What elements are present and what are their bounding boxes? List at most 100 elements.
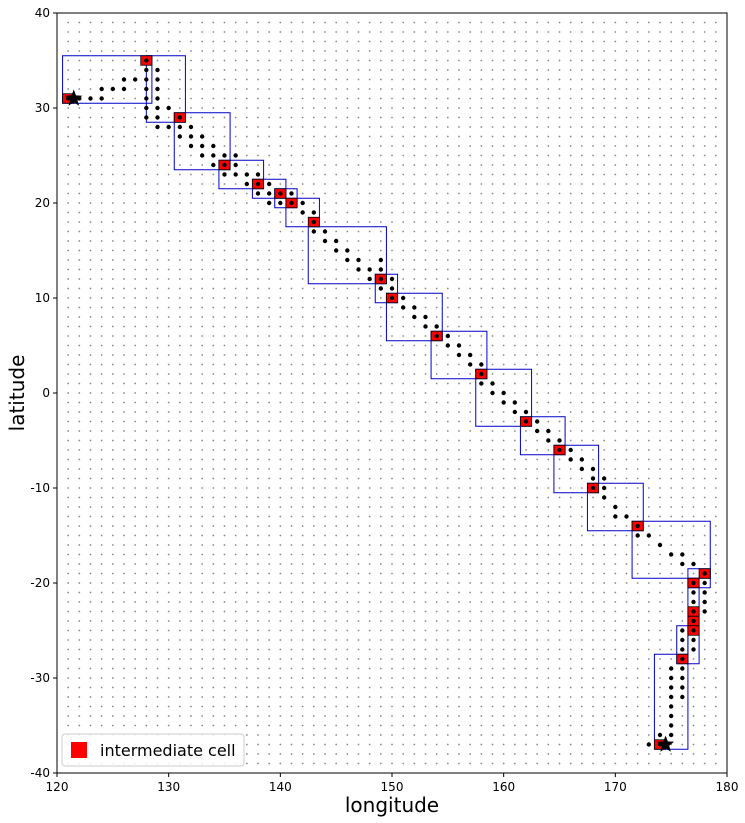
grid-dot	[391, 21, 393, 24]
grid-dot	[636, 648, 639, 651]
grid-dot	[301, 287, 304, 290]
grid-dot	[558, 734, 561, 736]
grid-dot	[201, 629, 204, 632]
grid-dot	[558, 31, 561, 33]
grid-dot	[212, 591, 215, 594]
grid-dot	[290, 40, 293, 43]
grid-dot	[402, 667, 405, 670]
grid-dot	[100, 382, 103, 385]
grid-dot	[480, 135, 483, 138]
grid-dot	[446, 525, 449, 527]
grid-dot	[301, 696, 304, 698]
grid-dot	[647, 287, 650, 290]
grid-dot	[156, 173, 159, 176]
grid-dot	[223, 344, 226, 347]
grid-dot	[290, 563, 293, 565]
grid-dot	[234, 667, 237, 670]
grid-dot	[67, 306, 70, 309]
grid-dot	[279, 430, 282, 432]
grid-dot	[681, 59, 684, 62]
grid-dot	[413, 610, 416, 613]
grid-dot	[402, 145, 405, 147]
grid-dot	[502, 88, 505, 90]
grid-dot	[134, 173, 137, 176]
grid-dot	[525, 534, 527, 537]
grid-dot	[100, 724, 103, 727]
grid-dot	[525, 591, 527, 594]
grid-dot	[346, 439, 349, 442]
grid-dot	[558, 677, 561, 679]
grid-dot	[625, 724, 628, 727]
grid-dot	[513, 629, 516, 632]
grid-dot	[301, 553, 304, 556]
grid-dot	[480, 344, 483, 347]
grid-dot	[156, 297, 159, 299]
grid-dot	[458, 639, 460, 641]
grid-dot	[502, 373, 505, 375]
grid-dot	[636, 696, 639, 698]
grid-dot	[547, 88, 550, 90]
grid-dot	[212, 534, 215, 537]
path-point	[668, 713, 674, 719]
grid-dot	[368, 145, 371, 147]
grid-dot	[324, 316, 326, 318]
search-box	[218, 159, 265, 190]
grid-dot	[368, 259, 371, 261]
grid-dot	[469, 449, 472, 451]
grid-dot	[424, 50, 427, 52]
grid-dot	[178, 525, 181, 527]
grid-dot	[580, 316, 583, 318]
grid-dot	[670, 591, 673, 594]
grid-dot	[480, 734, 483, 736]
grid-dot	[268, 629, 271, 632]
grid-dot	[167, 164, 170, 166]
grid-dot	[145, 354, 148, 356]
grid-dot	[558, 202, 561, 204]
grid-dot	[335, 173, 338, 176]
grid-dot	[290, 743, 293, 746]
grid-dot	[659, 40, 661, 43]
grid-dot	[491, 221, 494, 223]
grid-dot	[714, 382, 717, 385]
grid-dot	[435, 306, 438, 309]
grid-dot	[268, 268, 271, 271]
grid-dot	[190, 278, 192, 280]
grid-dot	[78, 221, 81, 223]
grid-dot	[111, 97, 114, 100]
grid-dot	[201, 88, 204, 90]
grid-dot	[625, 477, 628, 480]
grid-dot	[145, 544, 148, 546]
grid-dot	[201, 401, 204, 404]
grid-dot	[279, 639, 282, 641]
grid-dot	[346, 639, 349, 641]
grid-dot	[368, 31, 371, 33]
grid-dot	[156, 629, 159, 632]
grid-dot	[636, 278, 639, 280]
grid-dot	[681, 411, 684, 413]
grid-dot	[89, 411, 92, 413]
grid-dot	[290, 21, 293, 24]
grid-dot	[123, 297, 125, 299]
grid-dot	[480, 686, 483, 689]
grid-dot	[111, 439, 114, 442]
grid-dot	[424, 21, 427, 24]
grid-dot	[647, 192, 650, 195]
grid-dot	[268, 40, 271, 43]
grid-dot	[569, 316, 572, 318]
grid-dot	[245, 69, 248, 71]
grid-dot	[647, 154, 650, 157]
grid-dot	[201, 354, 204, 356]
grid-dot	[123, 373, 125, 375]
grid-dot	[569, 430, 572, 432]
grid-dot	[89, 705, 92, 708]
grid-dot	[212, 430, 215, 432]
grid-dot	[525, 31, 527, 33]
grid-dot	[201, 50, 204, 52]
grid-dot	[670, 116, 673, 119]
grid-dot	[379, 325, 382, 328]
grid-dot	[625, 553, 628, 556]
grid-dot	[100, 211, 103, 214]
grid-dot	[402, 344, 405, 347]
grid-dot	[558, 59, 561, 62]
grid-dot	[67, 610, 70, 613]
